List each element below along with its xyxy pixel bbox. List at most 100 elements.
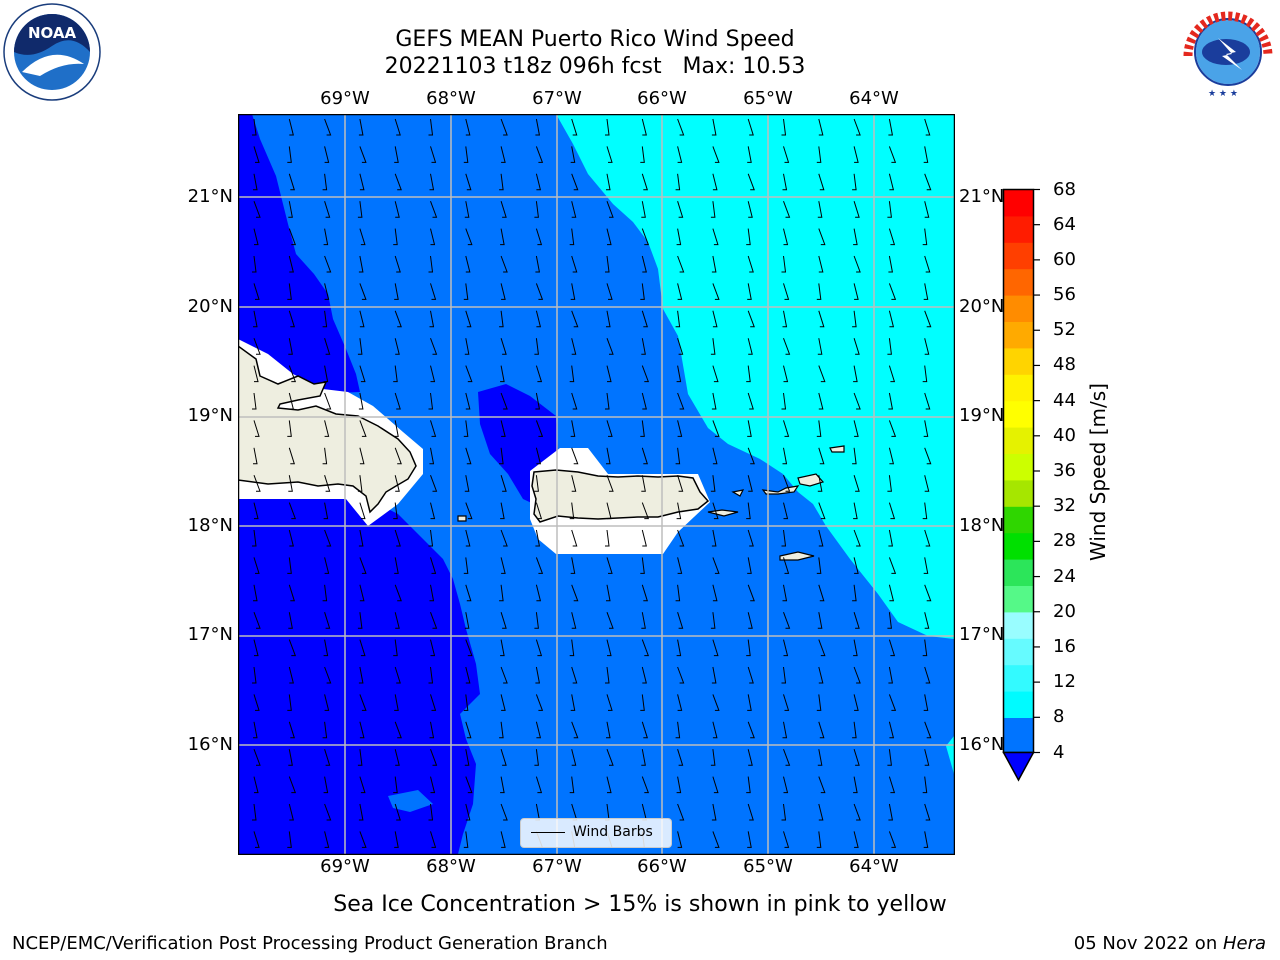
wind-barb [711, 529, 717, 547]
wind-barb [393, 228, 398, 246]
wind-barb [323, 639, 329, 657]
colorbar-tick-label: 60 [1053, 248, 1076, 270]
wind-barb [535, 529, 541, 547]
wind-barb [394, 475, 400, 492]
wind-barb [782, 584, 788, 602]
wind-barb [853, 803, 861, 821]
wind-barb [535, 639, 543, 657]
wind-barb [463, 283, 469, 300]
colorbar-band [1003, 347, 1034, 375]
wind-barb [853, 228, 858, 246]
wind-barb [818, 584, 825, 602]
wind-barb [816, 420, 822, 437]
wind-barb [253, 694, 260, 711]
wind-barb [924, 255, 931, 273]
wind-barb [887, 612, 892, 629]
wind-barb [640, 694, 645, 711]
wind-barb [677, 831, 683, 848]
wind-barb [429, 310, 435, 328]
wind-barb [888, 694, 897, 711]
wind-barb [816, 831, 822, 848]
wind-barb [853, 612, 860, 629]
wind-barb [677, 803, 685, 821]
wind-barb [570, 283, 576, 300]
wind-barb [817, 475, 823, 492]
wind-barb [887, 201, 892, 218]
colorbar-band [1003, 611, 1034, 639]
wind-barb [500, 639, 505, 657]
wind-barb [817, 612, 823, 629]
colorbar-label: Wind Speed [m/s] [1086, 383, 1110, 561]
wind-barb [783, 639, 789, 657]
wind-barb [535, 392, 541, 410]
wind-barb [571, 255, 578, 273]
lat-label-left-19n: 19°N [187, 405, 233, 426]
wind-barb [677, 118, 685, 136]
wind-barb [747, 475, 753, 492]
wind-barb [640, 557, 645, 574]
wind-barb [924, 201, 930, 218]
wind-barb [359, 639, 366, 657]
wind-barb [606, 721, 611, 739]
wind-barb [430, 475, 438, 492]
wind-barb [606, 502, 612, 520]
wind-barb [323, 502, 329, 520]
colorbar-band [1003, 242, 1034, 270]
wind-barb [500, 694, 506, 711]
wind-barb [640, 420, 645, 437]
wind-barb [465, 721, 472, 739]
wind-barb [394, 283, 399, 300]
wind-barb [288, 612, 293, 629]
wind-barb [888, 310, 895, 328]
colorbar-tick-label: 32 [1053, 495, 1076, 517]
wind-barb [747, 310, 755, 328]
wind-barb [569, 228, 575, 246]
wind-barb [430, 338, 438, 355]
wind-barb [359, 146, 367, 163]
wind-barb [712, 694, 720, 711]
wind-barb [888, 420, 897, 437]
wind-barb [535, 721, 542, 739]
wind-barb [816, 694, 822, 711]
wind-barb [747, 420, 752, 437]
wind-barb [500, 612, 507, 629]
wind-barb [818, 447, 825, 465]
wind-barb [712, 721, 718, 739]
wind-barb [429, 447, 435, 465]
wind-barb [429, 721, 435, 739]
wind-barb [322, 310, 328, 328]
colorbar-tick-label: 64 [1053, 213, 1076, 235]
wind-barb [535, 776, 543, 794]
wind-barb [641, 502, 650, 520]
wind-barb [887, 749, 892, 766]
wind-barb [394, 118, 401, 136]
wind-barb [393, 502, 398, 520]
wind-barb [571, 310, 579, 328]
wind-barb [818, 639, 826, 657]
wind-barb [288, 447, 295, 465]
wind-barb [818, 502, 826, 520]
wind-barb [571, 475, 577, 492]
wind-barb [430, 831, 437, 848]
colorbar-tick-label: 40 [1053, 424, 1076, 446]
wind-barb [923, 557, 929, 574]
wind-barb [359, 776, 366, 794]
wind-barb [818, 392, 824, 410]
wind-barb [430, 365, 436, 383]
noaa-logo: NOAA [3, 3, 101, 101]
wind-barb [465, 584, 472, 602]
wind-barb [393, 365, 398, 383]
wind-barb [322, 173, 328, 191]
wind-barb [641, 584, 648, 602]
wind-barb [465, 502, 473, 520]
map-legend: Wind Barbs [520, 818, 672, 848]
wind-barb [500, 420, 506, 437]
wind-barb [570, 694, 576, 711]
wind-barb [324, 118, 332, 136]
wind-barb [888, 803, 894, 821]
colorbar-tick-label: 24 [1053, 565, 1076, 587]
wind-barb [464, 612, 470, 629]
wind-barb [675, 447, 681, 465]
wind-barb [535, 118, 541, 136]
wind-barb [465, 776, 473, 794]
